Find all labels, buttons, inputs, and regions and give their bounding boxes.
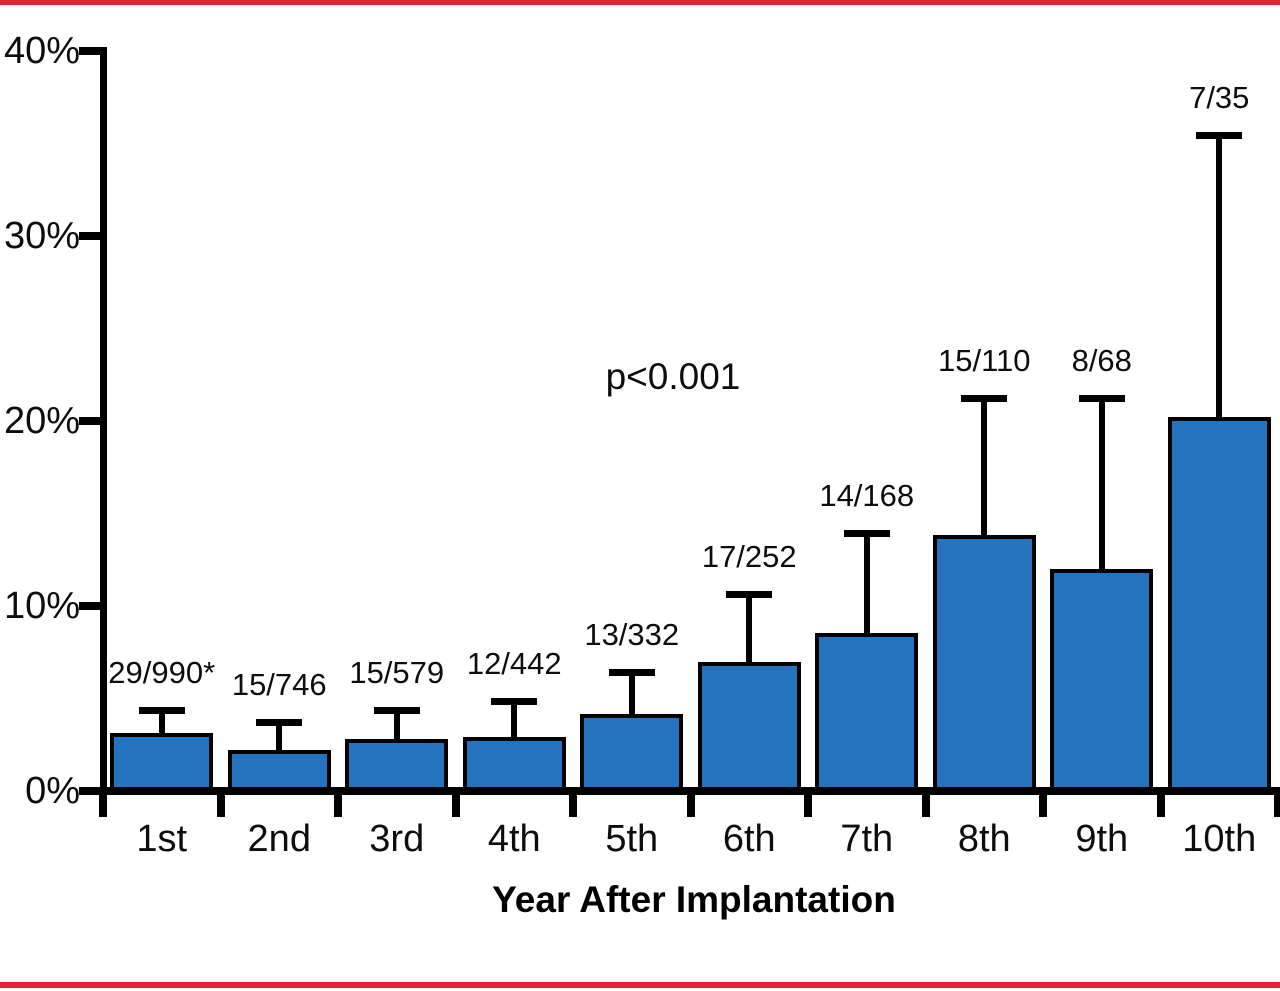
error-bar-cap <box>961 394 1008 402</box>
bar <box>580 714 684 791</box>
bar-value-label: 7/35 <box>1189 80 1250 116</box>
y-tick <box>79 602 103 610</box>
bar <box>227 749 331 791</box>
bar-value-label: 8/68 <box>1071 342 1132 378</box>
y-tick <box>79 47 103 55</box>
y-tick-label: 30% <box>3 215 80 257</box>
x-tick <box>1039 789 1047 817</box>
y-tick <box>79 232 103 240</box>
bar-value-label: 13/332 <box>584 616 680 652</box>
x-tick-label: 7th <box>840 818 894 860</box>
error-bar-cap <box>1196 132 1243 140</box>
x-tick <box>451 789 460 817</box>
error-bar-cap <box>726 590 773 598</box>
bar <box>697 662 801 791</box>
error-bar-line <box>863 533 870 637</box>
error-bar-cap <box>256 718 303 726</box>
bar <box>110 732 214 791</box>
error-bar-line <box>1098 398 1105 574</box>
x-axis-title: Year After Implantation <box>492 879 896 920</box>
bar <box>1167 417 1271 791</box>
error-bar-line <box>981 398 988 539</box>
bar <box>345 739 449 791</box>
x-tick-label: 6th <box>722 818 776 860</box>
bar-value-label: 14/168 <box>819 477 915 513</box>
bar-value-label: 12/442 <box>466 646 562 682</box>
bar-value-label: 17/252 <box>701 538 797 574</box>
x-tick-label: 10th <box>1182 818 1257 860</box>
error-bar-cap <box>138 707 185 715</box>
error-bar-cap <box>608 668 655 676</box>
bar-value-label: 15/746 <box>231 666 327 702</box>
y-axis-line <box>100 47 107 795</box>
x-tick-label: 2nd <box>247 818 311 860</box>
top-red-rule <box>0 0 1280 5</box>
y-tick-label: 40% <box>3 30 80 72</box>
error-bar-cap <box>491 698 538 706</box>
bar <box>462 736 566 791</box>
error-bar-cap <box>843 529 890 537</box>
bar <box>815 632 919 791</box>
x-tick <box>99 789 107 817</box>
y-tick-label: 20% <box>3 400 80 442</box>
bar-value-label: 15/110 <box>937 342 1031 378</box>
error-bar-line <box>511 702 518 741</box>
error-bar-line <box>393 711 400 744</box>
x-tick <box>1156 789 1165 817</box>
x-tick <box>1274 789 1280 817</box>
x-tick <box>804 789 812 817</box>
bar <box>932 534 1036 791</box>
x-tick <box>334 789 342 817</box>
x-tick-label: 8th <box>957 818 1011 860</box>
y-tick-label: 0% <box>25 770 80 812</box>
x-tick <box>569 789 577 817</box>
x-tick-label: 1st <box>136 818 188 860</box>
p-value-annotation: p<0.001 <box>605 356 741 397</box>
error-bar-line <box>1216 136 1223 421</box>
x-tick-label: 3rd <box>369 818 425 860</box>
x-tick-label: 5th <box>605 818 659 860</box>
error-bar-cap <box>1078 394 1125 402</box>
x-tick <box>686 789 695 817</box>
bottom-red-rule <box>0 982 1280 988</box>
error-bar-line <box>746 594 753 667</box>
error-bar-cap <box>373 707 420 715</box>
error-bar-line <box>276 722 283 754</box>
bar <box>1050 569 1154 791</box>
bar-value-label: 15/579 <box>349 655 445 691</box>
error-bar-line <box>158 711 165 737</box>
y-tick-label: 10% <box>3 585 80 627</box>
x-tick-label: 9th <box>1075 818 1129 860</box>
bar-value-label: 29/990* <box>108 655 216 691</box>
x-tick-label: 4th <box>487 818 541 860</box>
error-bar-line <box>628 672 635 719</box>
y-tick <box>79 787 103 795</box>
x-tick <box>216 789 225 817</box>
x-tick <box>921 789 930 817</box>
y-tick <box>79 417 103 425</box>
